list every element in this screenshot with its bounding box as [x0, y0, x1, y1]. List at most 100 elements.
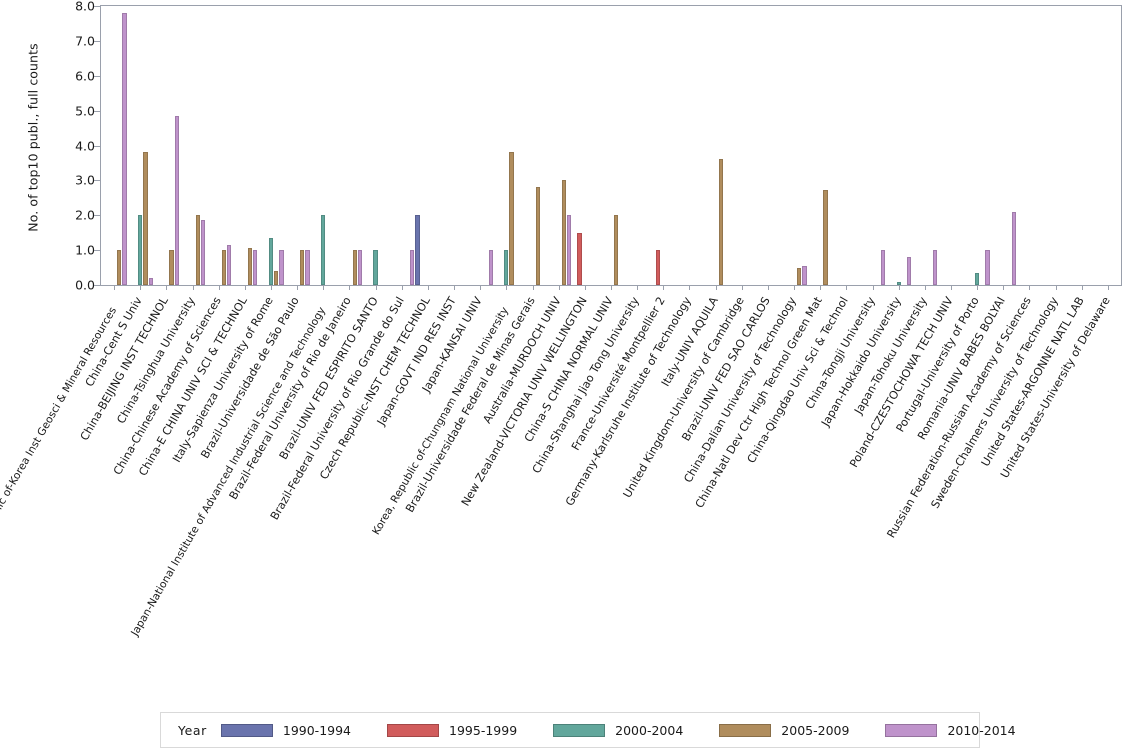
bar-group [258, 6, 284, 285]
x-tick-mark [218, 286, 220, 290]
y-tick-mark [94, 40, 100, 42]
bar-group [441, 6, 467, 285]
bar [221, 250, 227, 285]
legend-item[interactable]: 1990-1994 [220, 722, 373, 738]
legend-title: Year [178, 722, 207, 738]
bar [504, 250, 509, 285]
bar-group [179, 6, 206, 285]
x-tick-mark [375, 286, 377, 290]
y-tick-label: 8.0 [75, 0, 95, 14]
y-tick-mark [94, 215, 100, 217]
legend-item[interactable]: 2005-2009 [719, 723, 871, 738]
bar [174, 115, 179, 285]
bar-group [284, 6, 310, 285]
bar [1011, 211, 1016, 285]
legend-label: 1995-1999 [449, 722, 518, 738]
bar [373, 250, 378, 285]
x-tick-mark [846, 286, 848, 290]
bar [880, 250, 886, 285]
x-tick-mark [271, 286, 272, 290]
bar [279, 250, 284, 285]
bar-group [467, 6, 493, 285]
y-tick-mark [94, 75, 100, 77]
bar [415, 215, 420, 285]
legend-swatch [553, 723, 606, 737]
bar-group [493, 6, 519, 285]
y-tick-label: 1.0 [75, 242, 95, 258]
legend-item[interactable]: 1995-1999 [387, 723, 539, 738]
x-tick-mark [192, 286, 194, 290]
bar [200, 220, 206, 285]
bar-group [336, 6, 363, 285]
bars-container [101, 6, 1121, 285]
bar [122, 12, 127, 285]
bar-group [1069, 6, 1095, 285]
bar-group [703, 6, 729, 285]
legend-label: 1990-1994 [282, 722, 352, 738]
legend-label: 2010-2014 [947, 722, 1016, 738]
y-tick-label: 6.0 [75, 68, 95, 84]
bar [577, 232, 582, 285]
bar-group [650, 6, 676, 285]
legend-swatch [387, 723, 440, 737]
bar-group [859, 6, 886, 285]
bar [797, 267, 802, 285]
x-tick-mark [663, 286, 665, 290]
legend-swatch [885, 723, 938, 737]
legend-item[interactable]: 2000-2004 [553, 723, 705, 738]
x-tick-mark [951, 286, 952, 290]
bar [823, 190, 828, 285]
bar [143, 152, 148, 285]
x-tick-mark [297, 286, 299, 290]
bar [535, 187, 540, 285]
bar [352, 250, 357, 285]
x-tick-mark [1029, 286, 1031, 290]
x-tick-mark [924, 286, 926, 290]
bar-group [153, 6, 179, 285]
bar-group [807, 6, 833, 285]
bar [321, 215, 326, 285]
x-tick-mark [794, 286, 796, 290]
x-tick-mark [244, 286, 246, 290]
bar [410, 250, 415, 285]
bar-group [310, 6, 336, 285]
bar [567, 215, 572, 285]
bar [117, 250, 122, 285]
bar-group [964, 6, 990, 285]
x-tick-mark [820, 286, 822, 290]
bar [268, 237, 274, 285]
legend-item[interactable]: 2010-2014 [885, 723, 1037, 738]
bar-group [363, 6, 389, 285]
x-tick-mark [715, 286, 717, 290]
bar-group [755, 6, 781, 285]
x-tick-mark [506, 286, 508, 290]
bar-group [1095, 6, 1121, 285]
y-tick-mark [94, 110, 100, 112]
x-tick-mark [741, 286, 743, 290]
legend-label: 2005-2009 [781, 722, 850, 738]
bar-group [101, 6, 127, 285]
x-tick-mark [611, 286, 612, 290]
x-tick-mark [323, 286, 325, 290]
bar-group [1016, 6, 1042, 285]
bar [488, 250, 493, 285]
bar [907, 257, 912, 285]
x-tick-mark [166, 286, 168, 290]
bar-group [206, 6, 232, 285]
x-tick-mark [349, 286, 351, 290]
y-tick-mark [94, 285, 100, 286]
x-tick-mark [767, 286, 769, 290]
bar [985, 250, 990, 285]
bar [195, 215, 200, 285]
bar [357, 250, 363, 285]
bar [561, 180, 567, 285]
bar-group [127, 6, 153, 285]
y-tick-label: 2.0 [75, 207, 95, 223]
x-tick-mark [1107, 286, 1109, 290]
legend-swatch [220, 723, 273, 737]
y-axis-ticks: 0.0 1.0 2.0 3.0 4.0 5.0 6.0 7.0 8.0 [0, 0, 1134, 300]
bar [274, 271, 279, 285]
bar [802, 265, 807, 285]
bar [247, 248, 253, 285]
y-tick-label: 0.0 [75, 277, 95, 293]
